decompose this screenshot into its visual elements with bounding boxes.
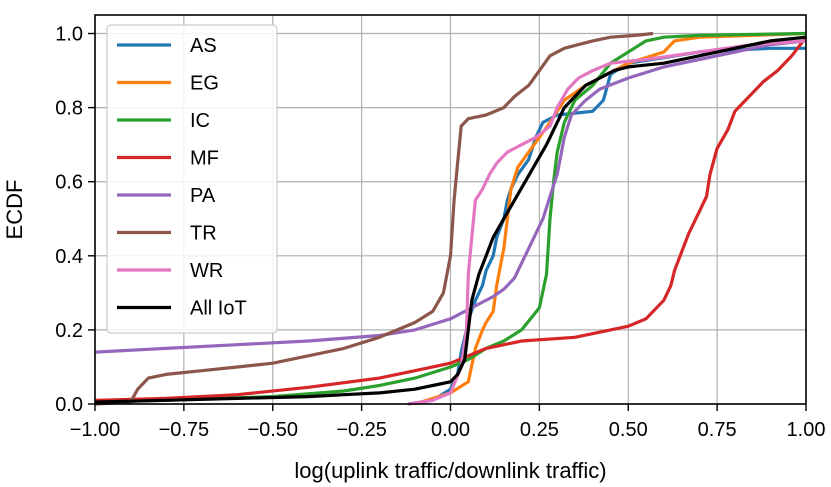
y-tick-label: 0.4 [55, 246, 83, 268]
legend-entry-label: MF [190, 148, 219, 170]
x-axis-ticks: −1.00 −0.75 −0.50 −0.25 0.00 0.25 0.50 0.75 1.00 [70, 404, 826, 441]
y-axis-ticks: 0.0 0.2 0.4 0.6 0.8 1.0 [55, 24, 95, 416]
series-line-all-iot [94, 35, 807, 404]
x-tick-label: −0.75 [159, 419, 210, 441]
legend-box [106, 24, 278, 334]
x-tick-label: 0.00 [431, 419, 470, 441]
y-tick-label: 1.0 [55, 24, 83, 46]
y-tick-label: 0.8 [55, 98, 83, 120]
x-axis-label: log(uplink traffic/downlink traffic) [294, 458, 606, 483]
series-line-wr [407, 39, 807, 406]
x-tick-label: −0.50 [247, 419, 298, 441]
legend-entry-label: EG [190, 73, 219, 95]
legend: AS EG IC MF PA TR WR All IoT [106, 24, 278, 334]
series-line-pa [94, 39, 807, 354]
legend-entry-label: WR [190, 260, 223, 282]
legend-entry-label: PA [190, 185, 216, 207]
series-line-mf [94, 36, 808, 402]
x-tick-label: 0.25 [520, 419, 559, 441]
legend-entry-label: All IoT [190, 298, 247, 320]
x-tick-label: 0.50 [609, 419, 648, 441]
x-tick-label: −1.00 [70, 419, 121, 441]
x-tick-label: −0.25 [336, 419, 387, 441]
x-tick-label: 0.75 [698, 419, 737, 441]
legend-entry-label: IC [190, 110, 210, 132]
series-line-tr [94, 31, 654, 406]
x-tick-label: 1.00 [787, 419, 826, 441]
legend-entry-label: TR [190, 223, 217, 245]
series-line-ic [94, 31, 807, 404]
y-tick-label: 0.6 [55, 172, 83, 194]
y-tick-label: 0.2 [55, 320, 83, 342]
legend-entry-label: AS [190, 35, 217, 57]
y-tick-label: 0.0 [55, 394, 83, 416]
y-axis-label: ECDF [2, 180, 27, 240]
series-lines [94, 31, 808, 406]
